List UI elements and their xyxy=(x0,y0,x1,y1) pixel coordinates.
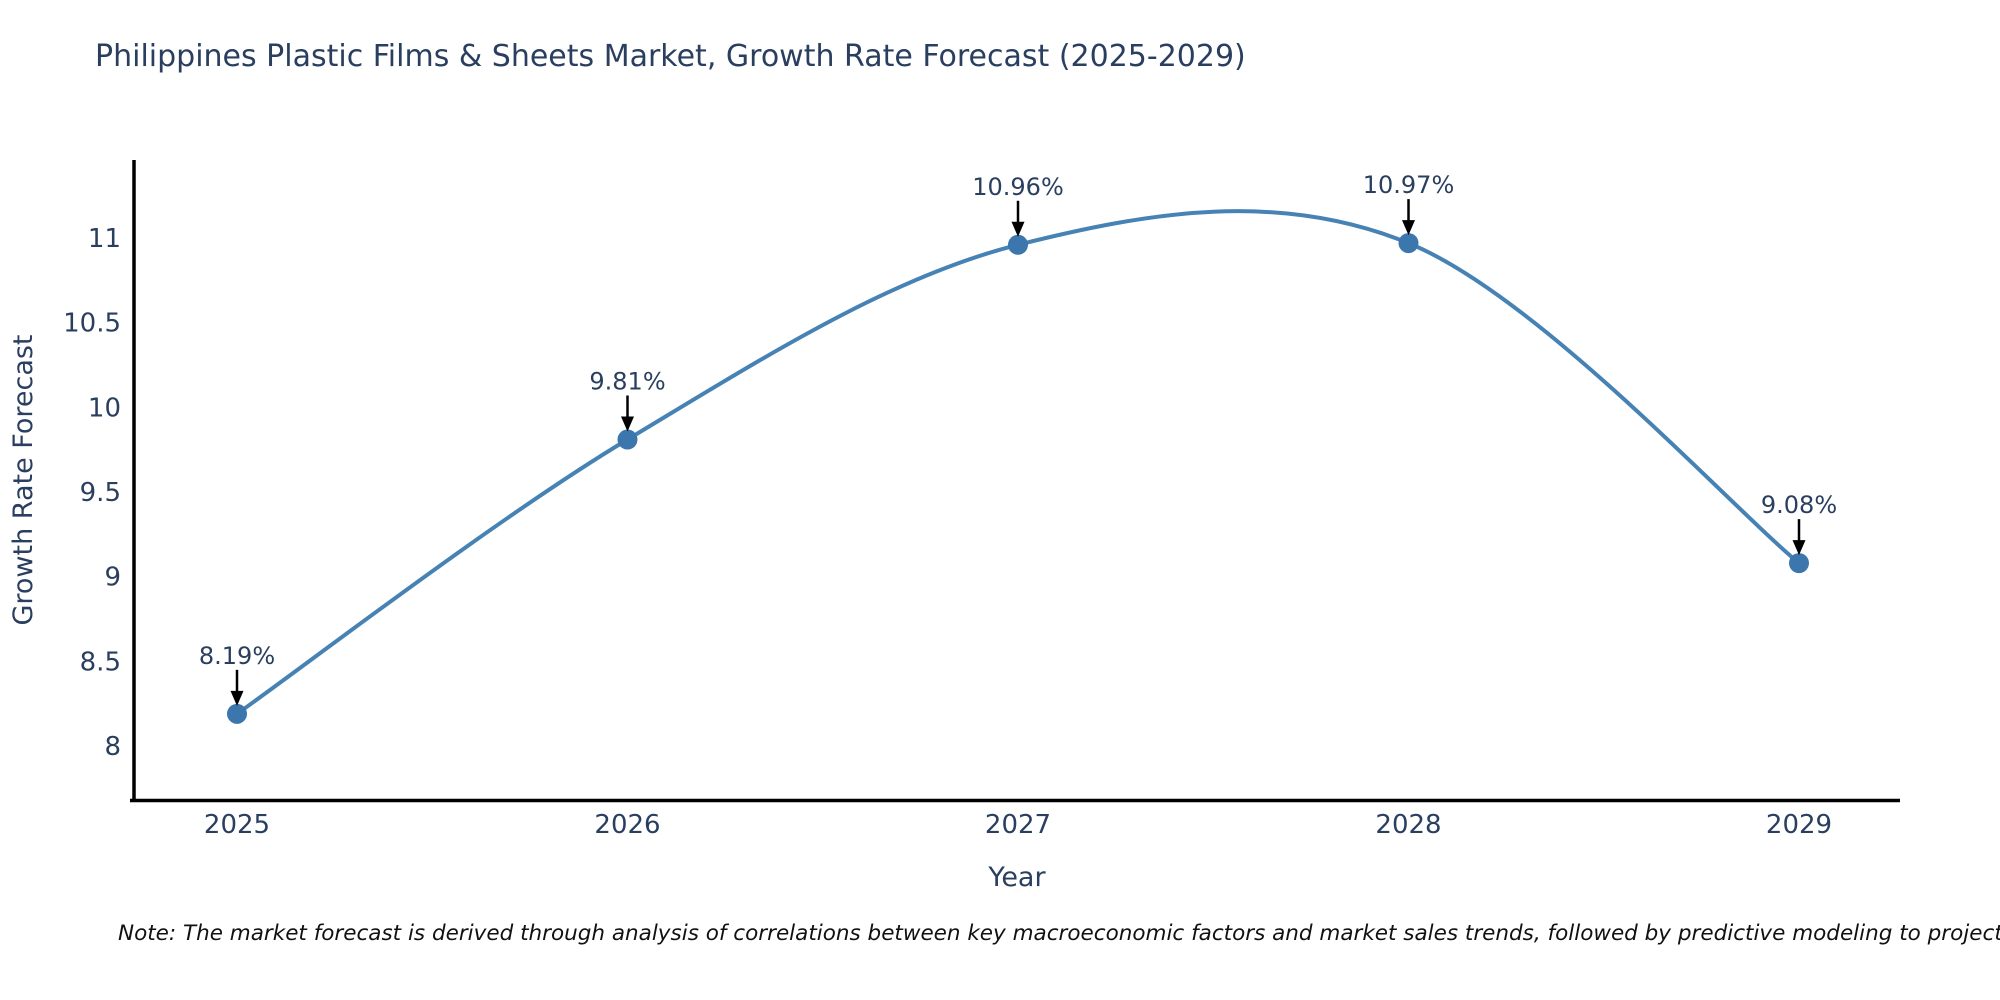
y-tick-label: 9 xyxy=(104,563,121,593)
x-tick-label: 2026 xyxy=(594,810,660,840)
y-tick-label: 11 xyxy=(88,224,121,254)
plot-area: 8 8.5 9 9.5 10 10.5 11 2025 2026 2027 2028 2029 8.19… xyxy=(63,171,1837,840)
data-point-marker xyxy=(227,703,247,724)
x-tick-label: 2028 xyxy=(1375,810,1441,840)
point-value-label: 8.19% xyxy=(199,642,275,670)
chart-note: Note: The market forecast is derived thr… xyxy=(118,921,2000,946)
data-point-marker xyxy=(617,429,638,450)
annotation-arrow-head-icon xyxy=(1402,220,1415,236)
annotation-arrow-head-icon xyxy=(230,690,244,706)
data-point-marker xyxy=(1789,553,1809,574)
x-tick-label: 2027 xyxy=(985,810,1051,840)
point-value-label: 9.81% xyxy=(589,368,665,396)
annotation-arrow-head-icon xyxy=(621,416,634,432)
annotation-arrow-head-icon xyxy=(1011,221,1025,237)
y-axis-title: Growth Rate Forecast xyxy=(8,334,39,625)
y-tick-label: 10 xyxy=(88,393,121,423)
data-point-marker xyxy=(1008,234,1028,255)
x-tick-label: 2025 xyxy=(204,810,270,840)
x-axis-title: Year xyxy=(987,862,1046,893)
chart-title: Philippines Plastic Films & Sheets Marke… xyxy=(95,39,1246,74)
x-tick-label: 2029 xyxy=(1766,810,1832,840)
data-point-marker xyxy=(1398,233,1419,254)
point-value-label: 10.97% xyxy=(1363,171,1455,199)
y-tick-label: 8 xyxy=(104,732,121,762)
annotation-arrow-head-icon xyxy=(1792,540,1806,556)
point-value-label: 9.08% xyxy=(1761,491,1837,519)
y-tick-label: 10.5 xyxy=(63,309,121,339)
y-tick-label: 9.5 xyxy=(80,478,121,508)
point-value-label: 10.96% xyxy=(972,173,1064,201)
forecast-line xyxy=(235,209,1801,716)
y-tick-label: 8.5 xyxy=(80,647,121,677)
